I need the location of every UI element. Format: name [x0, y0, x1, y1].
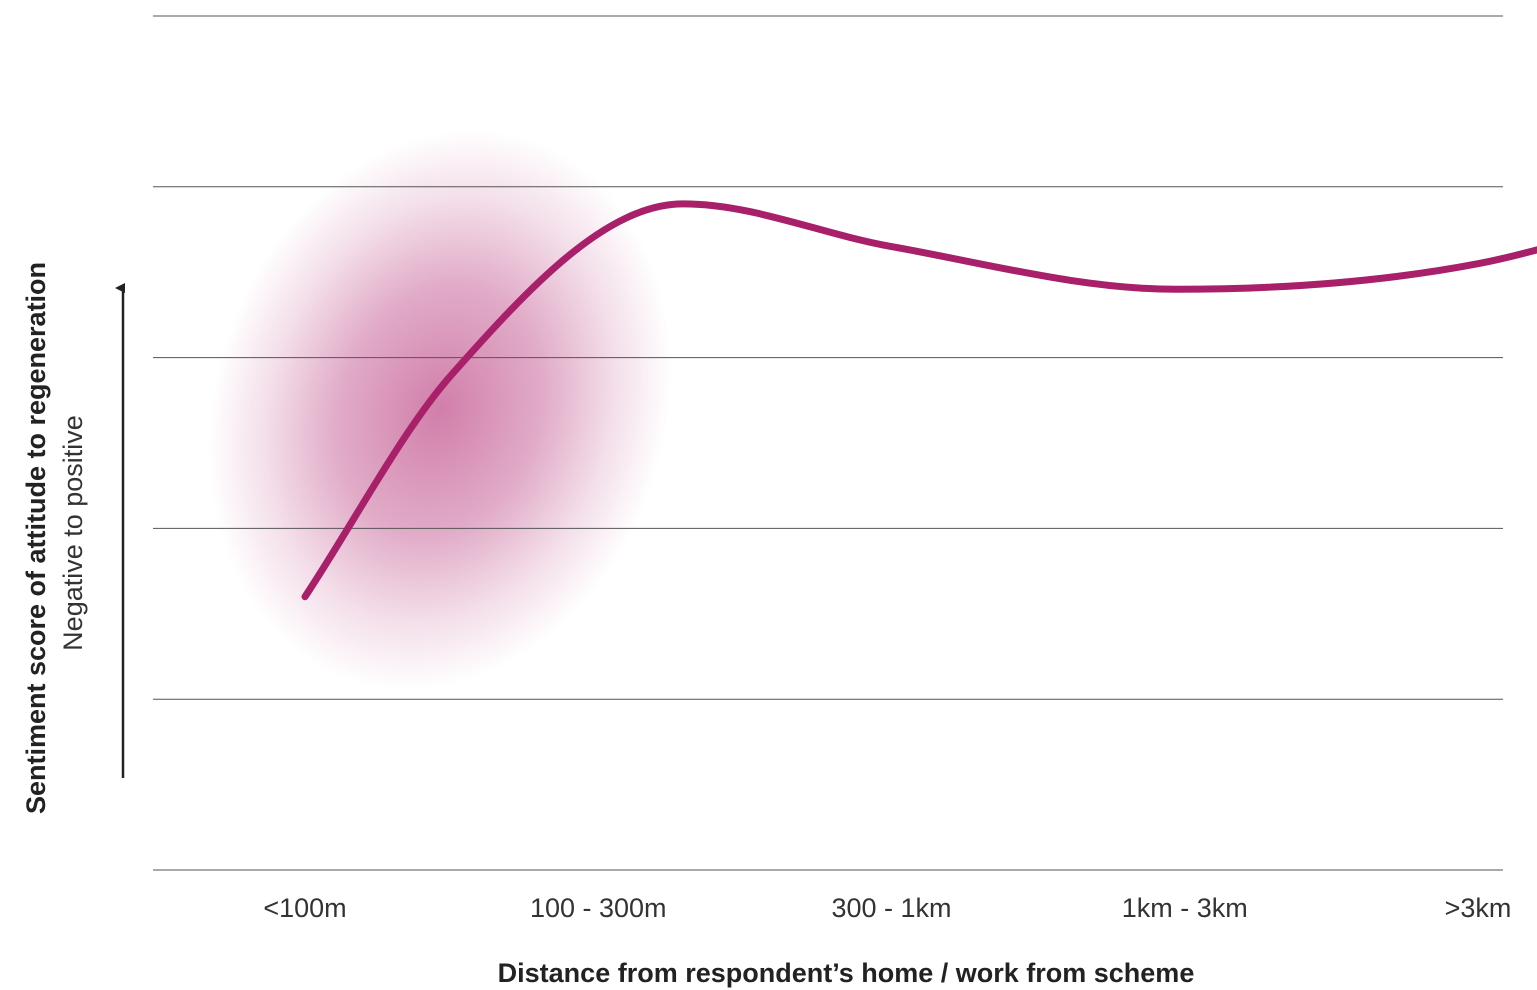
x-axis-label: Distance from respondent’s home / work f…	[498, 958, 1195, 988]
x-tick-label: >3km	[1445, 893, 1512, 923]
x-axis-ticks: <100m 100 - 300m 300 - 1km 1km - 3km >3km	[263, 893, 1511, 923]
y-axis-label: Sentiment score of attitude to regenerat…	[21, 262, 51, 814]
x-tick-label: 100 - 300m	[530, 893, 667, 923]
y-axis-sublabel: Negative to positive	[58, 415, 88, 651]
x-tick-label: <100m	[263, 893, 346, 923]
sentiment-curve	[301, 200, 1537, 601]
x-tick-label: 300 - 1km	[831, 893, 951, 923]
gridlines	[153, 15, 1503, 871]
x-tick-label: 1km - 3km	[1122, 893, 1248, 923]
highlight-glow	[208, 130, 672, 690]
